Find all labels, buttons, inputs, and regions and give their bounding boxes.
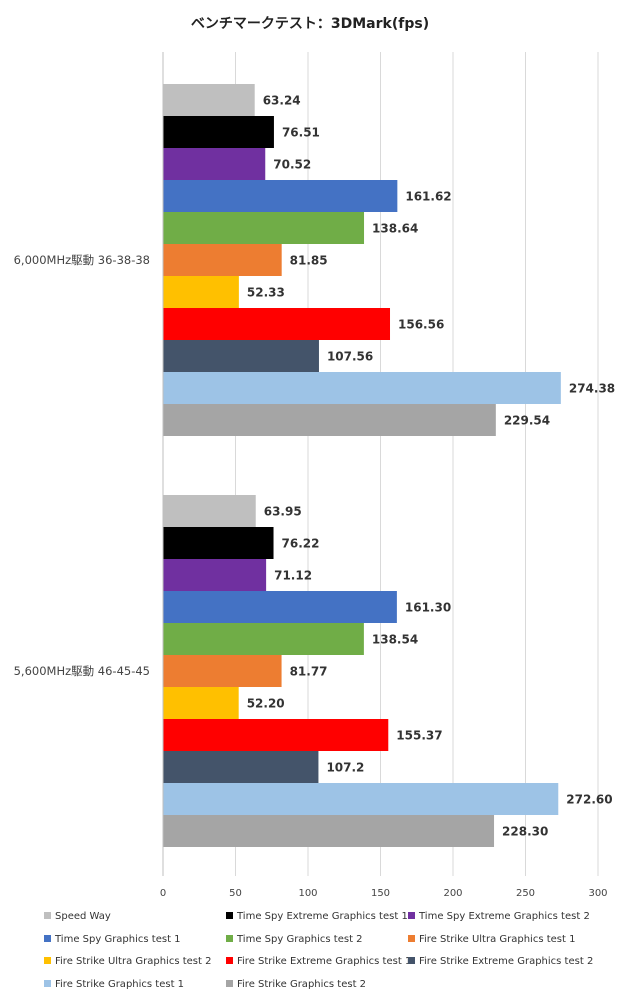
legend-label-2: Time Spy Extreme Graphics test 2 <box>418 911 590 922</box>
data-label-1-1: 76.22 <box>282 537 320 551</box>
legend-label-7: Fire Strike Extreme Graphics test 1 <box>237 956 411 967</box>
legend-label-1: Time Spy Extreme Graphics test 1 <box>236 911 408 922</box>
data-label-1-10: 228.30 <box>502 825 548 839</box>
data-label-0-0: 63.24 <box>263 94 301 108</box>
chart-title: ベンチマークテスト：3DMark(fps) <box>191 16 429 32</box>
legend-label-10: Fire Strike Graphics test 2 <box>237 979 366 990</box>
data-label-1-6: 52.20 <box>247 697 285 711</box>
legend-swatch-6 <box>44 957 51 964</box>
bar-0-2 <box>163 148 266 180</box>
legend-label-5: Fire Strike Ultra Graphics test 1 <box>419 934 575 945</box>
data-label-0-7: 156.56 <box>398 318 444 332</box>
data-label-1-5: 81.77 <box>290 665 328 679</box>
bar-0-8 <box>163 340 319 372</box>
data-labels: 63.24 76.51 70.52 161.62 138.64 81.85 52.33 156… <box>247 94 615 839</box>
legend-swatch-7 <box>226 957 233 964</box>
axes: 0 50 100 150 200 250 300 6,000MHz駆動 36-38-38 5,6… <box>14 52 608 899</box>
bar-1-7 <box>163 719 389 751</box>
x-tick-label-0: 0 <box>160 888 166 899</box>
bar-0-0 <box>163 84 255 116</box>
bar-0-6 <box>163 276 239 308</box>
bar-1-6 <box>163 687 239 719</box>
data-label-1-3: 161.30 <box>405 601 451 615</box>
bar-0-3 <box>163 180 398 212</box>
data-label-0-6: 52.33 <box>247 286 285 300</box>
bar-0-9 <box>163 372 561 404</box>
bar-1-3 <box>163 591 397 623</box>
legend-label-4: Time Spy Graphics test 2 <box>236 934 363 945</box>
legend: Speed Way Time Spy Extreme Graphics test … <box>44 911 593 990</box>
legend-swatch-4 <box>226 935 233 942</box>
x-tick-label-300: 300 <box>588 888 607 899</box>
x-tick-label-100: 100 <box>298 888 317 899</box>
bar-0-5 <box>163 244 282 276</box>
bar-1-9 <box>163 783 559 815</box>
bar-1-8 <box>163 751 319 783</box>
data-label-0-5: 81.85 <box>290 254 328 268</box>
bar-0-4 <box>163 212 365 244</box>
x-tick-label-150: 150 <box>371 888 390 899</box>
legend-swatch-9 <box>44 980 51 987</box>
bar-0-7 <box>163 308 391 340</box>
bar-1-1 <box>163 527 274 559</box>
data-label-1-4: 138.54 <box>372 633 418 647</box>
legend-label-0: Speed Way <box>55 911 111 922</box>
data-label-1-9: 272.60 <box>566 793 612 807</box>
data-label-0-8: 107.56 <box>327 350 373 364</box>
bar-1-5 <box>163 655 282 687</box>
bar-1-0 <box>163 495 256 527</box>
x-tick-label-50: 50 <box>229 888 242 899</box>
category-label-0: 6,000MHz駆動 36-38-38 <box>14 253 150 267</box>
bar-1-4 <box>163 623 364 655</box>
legend-label-3: Time Spy Graphics test 1 <box>54 934 181 945</box>
legend-label-8: Fire Strike Extreme Graphics test 2 <box>419 956 593 967</box>
legend-swatch-5 <box>408 935 415 942</box>
data-label-1-7: 155.37 <box>396 729 442 743</box>
data-label-0-2: 70.52 <box>273 158 311 172</box>
data-label-1-0: 63.95 <box>264 505 302 519</box>
bars <box>163 84 561 847</box>
legend-swatch-1 <box>226 912 233 919</box>
legend-swatch-8 <box>408 957 415 964</box>
data-label-0-1: 76.51 <box>282 126 320 140</box>
legend-swatch-3 <box>44 935 51 942</box>
bar-1-2 <box>163 559 267 591</box>
legend-swatch-2 <box>408 912 415 919</box>
bar-0-10 <box>163 404 496 436</box>
legend-label-6: Fire Strike Ultra Graphics test 2 <box>55 956 211 967</box>
data-label-0-4: 138.64 <box>372 222 418 236</box>
legend-swatch-10 <box>226 980 233 987</box>
data-label-0-10: 229.54 <box>504 414 550 428</box>
data-label-1-2: 71.12 <box>274 569 312 583</box>
x-tick-label-250: 250 <box>516 888 535 899</box>
data-label-1-8: 107.2 <box>326 761 364 775</box>
category-label-1: 5,600MHz駆動 46-45-45 <box>14 664 150 678</box>
legend-label-9: Fire Strike Graphics test 1 <box>55 979 184 990</box>
legend-swatch-0 <box>44 912 51 919</box>
data-label-0-3: 161.62 <box>405 190 451 204</box>
bar-1-10 <box>163 815 495 847</box>
x-tick-label-200: 200 <box>443 888 462 899</box>
data-label-0-9: 274.38 <box>569 382 615 396</box>
bar-0-1 <box>163 116 274 148</box>
